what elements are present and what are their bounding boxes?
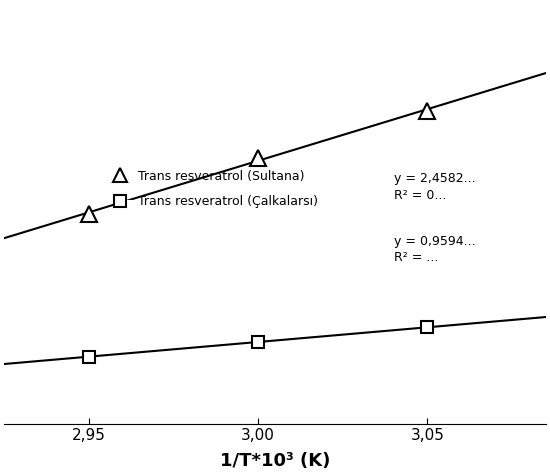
Text: R² = 0...: R² = 0... <box>394 189 447 201</box>
Text: R² = ...: R² = ... <box>394 251 438 264</box>
X-axis label: 1/T*10³ (K): 1/T*10³ (K) <box>220 452 330 470</box>
Text: y = 2,4582...: y = 2,4582... <box>394 172 476 185</box>
Text: y = 0,9594...: y = 0,9594... <box>394 235 476 248</box>
Legend: Trans resveratrol (Sultana), Trans resveratrol (Çalkalarsı): Trans resveratrol (Sultana), Trans resve… <box>108 170 318 208</box>
